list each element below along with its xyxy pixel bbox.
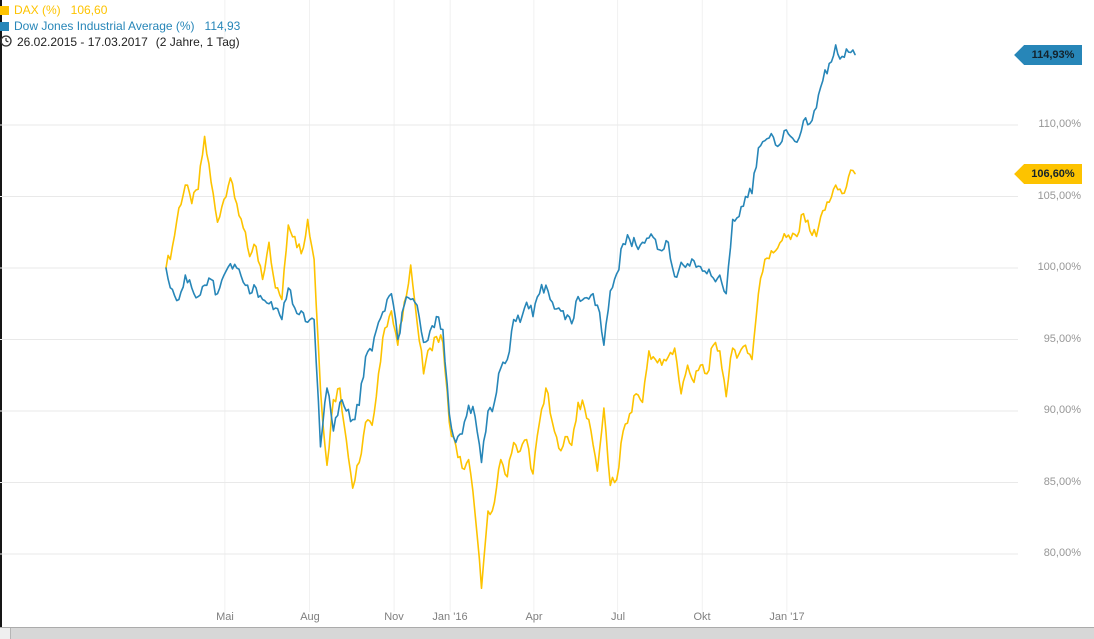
- dax-legend-value: 106,60: [70, 3, 108, 17]
- x-axis-label: Okt: [693, 611, 711, 623]
- y-axis-label: 95,00%: [1043, 332, 1081, 345]
- chart-legend: DAX (%) 106,60 Dow Jones Industrial Aver…: [0, 2, 240, 50]
- x-axis-label: Aug: [300, 611, 320, 623]
- dax-legend-label: DAX (%): [14, 3, 61, 17]
- dow-legend-label: Dow Jones Industrial Average (%): [14, 19, 195, 33]
- dow-legend-value: 114,93: [204, 19, 241, 33]
- y-axis: 110,00% 105,00% 100,00% 95,00% 90,00% 85,00% 8…: [1018, 0, 1094, 612]
- dax-color-marker: [0, 5, 9, 15]
- legend-item-dow[interactable]: Dow Jones Industrial Average (%) 114,93: [0, 18, 240, 34]
- legend-period-row: 26.02.2015 - 17.03.2017 (2 Jahre, 1 Tag): [0, 34, 240, 50]
- date-range-label: 26.02.2015 - 17.03.2017: [17, 35, 148, 49]
- x-axis-label: Jan '16: [432, 611, 468, 623]
- y-axis-label: 105,00%: [1037, 189, 1081, 202]
- x-axis-label: Mai: [216, 611, 234, 623]
- scrollbar-left-button[interactable]: [0, 628, 11, 639]
- price-tag-dax: 106,60%: [1024, 163, 1082, 184]
- y-axis-label: 80,00%: [1043, 547, 1081, 559]
- series-line-1: [165, 44, 856, 464]
- x-axis-label: Nov: [384, 611, 404, 623]
- dow-color-marker: [0, 21, 9, 31]
- series-line-0: [165, 135, 856, 590]
- x-axis-label: Apr: [525, 611, 543, 623]
- y-axis-label: 100,00%: [1037, 261, 1081, 273]
- y-axis-label: 110,00%: [1038, 118, 1081, 130]
- price-tags: 114,93% 106,60%: [1018, 0, 1094, 612]
- y-axis-label: 85,00%: [1043, 475, 1081, 488]
- left-axis-line: [0, 0, 2, 627]
- y-axis-label: 90,00%: [1043, 404, 1081, 416]
- price-chart-plot[interactable]: [0, 0, 1018, 612]
- date-range-detail: (2 Jahre, 1 Tag): [155, 35, 240, 49]
- x-axis: Mai Aug Nov Jan '16 Apr Jul Okt Jan '17: [0, 611, 1018, 627]
- chart-scrollbar[interactable]: [0, 627, 1094, 639]
- x-axis-label: Jan '17: [769, 611, 805, 623]
- legend-item-dax[interactable]: DAX (%) 106,60: [0, 2, 240, 18]
- clock-icon: [0, 34, 12, 50]
- x-axis-label: Jul: [610, 611, 626, 623]
- price-tag-dow: 114,93%: [1024, 44, 1082, 65]
